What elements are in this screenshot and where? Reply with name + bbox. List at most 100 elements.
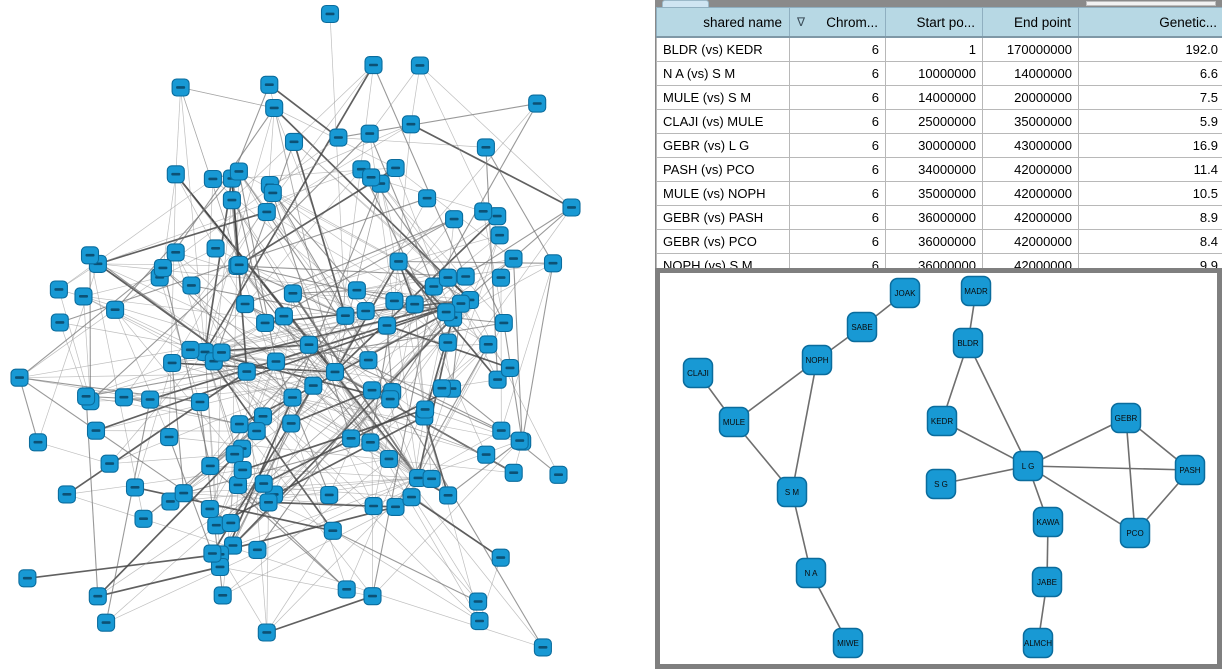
network-node[interactable] [385, 291, 404, 311]
network-edge[interactable] [1125, 417, 1136, 534]
table-cell[interactable]: GEBR (vs) PASH [656, 205, 790, 230]
network-node-s-g[interactable]: S G [925, 468, 957, 500]
network-node[interactable] [182, 276, 201, 295]
network-node[interactable] [488, 370, 507, 389]
network-node[interactable] [364, 497, 383, 516]
table-cell[interactable]: GEBR (vs) PCO [656, 229, 790, 254]
horizontal-scrollbar[interactable] [1086, 1, 1216, 6]
network-node[interactable] [190, 393, 210, 412]
table-cell[interactable]: 16.9 [1078, 133, 1222, 158]
network-node[interactable] [359, 351, 378, 370]
table-cell[interactable]: 10000000 [885, 61, 983, 86]
column-header-end-point[interactable]: End point [982, 7, 1079, 38]
network-edge[interactable] [967, 342, 1029, 467]
network-node[interactable] [377, 316, 397, 335]
network-node[interactable] [222, 191, 241, 210]
network-node[interactable] [230, 415, 249, 434]
table-cell[interactable]: 6 [789, 109, 886, 134]
network-node[interactable] [299, 335, 319, 354]
network-node[interactable] [320, 4, 340, 24]
table-cell[interactable]: 6.6 [1078, 61, 1222, 86]
table-cell[interactable]: 14000000 [982, 61, 1079, 86]
network-node[interactable] [438, 333, 457, 352]
network-node[interactable] [283, 284, 302, 303]
network-node[interactable] [456, 267, 475, 286]
network-node[interactable] [504, 463, 523, 482]
network-node[interactable] [476, 138, 495, 157]
table-cell[interactable]: 6 [789, 36, 886, 62]
network-node[interactable] [50, 313, 69, 332]
table-cell[interactable]: 43000000 [982, 133, 1079, 158]
table-cell[interactable]: 6 [789, 133, 886, 158]
table-cell[interactable]: 20000000 [982, 85, 1079, 110]
network-node-almch[interactable]: ALMCH [1022, 627, 1054, 659]
network-node[interactable] [230, 255, 249, 274]
network-node[interactable] [221, 513, 240, 533]
table-cell[interactable]: 7.5 [1078, 85, 1222, 110]
network-node-sabe[interactable]: SABE [846, 311, 878, 343]
network-node[interactable] [57, 485, 76, 504]
table-cell[interactable]: 192.0 [1078, 36, 1222, 62]
network-node[interactable] [405, 295, 424, 314]
overview-network-canvas[interactable] [0, 0, 655, 669]
network-node[interactable] [141, 390, 160, 409]
network-node[interactable] [479, 335, 498, 354]
network-node[interactable] [470, 612, 489, 631]
network-node-l-g[interactable]: L G [1012, 450, 1044, 482]
network-node[interactable] [282, 414, 301, 433]
network-node[interactable] [492, 421, 511, 440]
network-node-kedr[interactable]: KEDR [926, 405, 958, 437]
network-node[interactable] [474, 202, 493, 221]
table-cell[interactable]: BLDR (vs) KEDR [656, 36, 790, 62]
network-node[interactable] [549, 465, 568, 484]
network-node[interactable] [263, 183, 282, 203]
network-node[interactable] [356, 302, 375, 321]
table-cell[interactable]: MULE (vs) NOPH [656, 181, 790, 206]
network-node[interactable] [320, 485, 339, 505]
network-node[interactable] [171, 78, 190, 97]
network-node-madr[interactable]: MADR [960, 275, 992, 307]
network-edge[interactable] [1027, 417, 1127, 467]
table-cell[interactable]: 8.9 [1078, 205, 1222, 230]
network-node[interactable] [381, 390, 400, 409]
network-node[interactable] [256, 313, 275, 333]
table-cell[interactable]: GEBR (vs) L G [656, 133, 790, 158]
network-node[interactable] [229, 162, 248, 181]
network-node[interactable] [422, 469, 441, 488]
network-node[interactable] [88, 587, 107, 606]
table-cell[interactable]: CLAJI (vs) MULE [656, 109, 790, 134]
network-node[interactable] [432, 379, 451, 398]
table-cell[interactable]: 30000000 [885, 133, 983, 158]
network-node[interactable] [181, 340, 200, 359]
network-node-pco[interactable]: PCO [1119, 517, 1151, 549]
network-node[interactable] [125, 478, 145, 497]
network-node[interactable] [236, 295, 255, 314]
table-cell[interactable]: 6 [789, 85, 886, 110]
network-node[interactable] [418, 189, 437, 208]
table-row[interactable]: PASH (vs) PCO 6 34000000 42000000 11.4 [656, 157, 1222, 182]
network-node[interactable] [439, 486, 458, 505]
network-node[interactable] [364, 56, 383, 75]
table-row[interactable]: BLDR (vs) KEDR 6 1 170000000 192.0 [656, 36, 1222, 62]
table-cell[interactable]: PASH (vs) PCO [656, 157, 790, 182]
network-node[interactable] [304, 376, 323, 395]
table-cell[interactable]: 6 [789, 205, 886, 230]
network-node[interactable] [379, 449, 399, 469]
network-node-n-a[interactable]: N A [795, 557, 827, 589]
network-node[interactable] [213, 586, 232, 605]
table-cell[interactable]: 42000000 [982, 157, 1079, 182]
network-node[interactable] [386, 497, 405, 516]
column-header-shared-name[interactable]: shared name [656, 7, 790, 38]
network-node[interactable] [247, 422, 266, 441]
network-node-jabe[interactable]: JABE [1031, 566, 1063, 598]
network-node[interactable] [410, 56, 429, 75]
network-node[interactable] [347, 281, 366, 300]
table-cell[interactable]: N A (vs) S M [656, 61, 790, 86]
network-node-joak[interactable]: JOAK [889, 277, 921, 309]
column-header-start-point[interactable]: Start po... [885, 7, 983, 38]
table-row[interactable]: GEBR (vs) PCO 6 36000000 42000000 8.4 [656, 229, 1222, 254]
network-node[interactable] [533, 638, 552, 657]
network-node[interactable] [80, 246, 100, 265]
table-cell[interactable]: 42000000 [982, 229, 1079, 254]
network-node[interactable] [206, 239, 225, 258]
